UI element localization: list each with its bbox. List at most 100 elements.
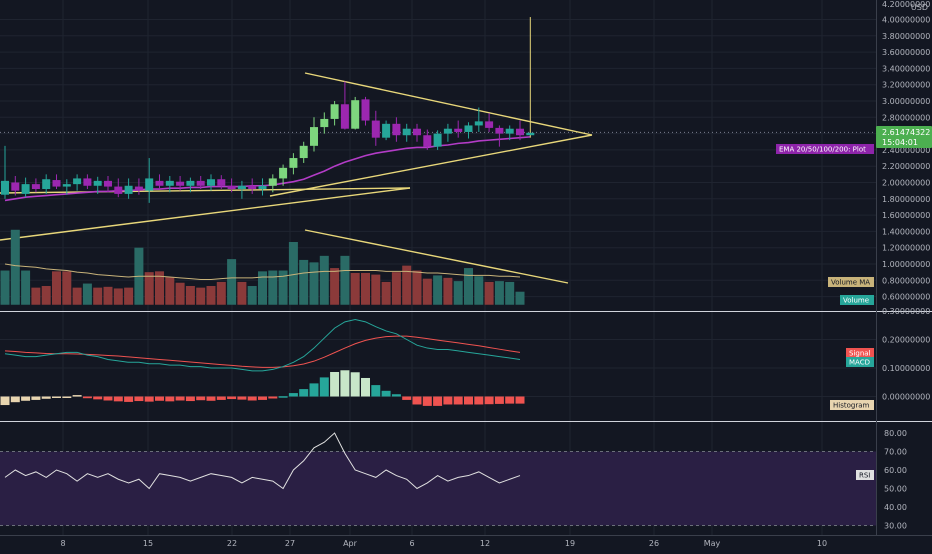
candle-body: [516, 128, 524, 136]
macd-tick: 0.10000000: [882, 364, 930, 373]
time-tick: 10: [817, 539, 827, 548]
ema-line: [4, 136, 531, 202]
macd-badge: MACD: [849, 359, 870, 367]
last-price-badge: [876, 126, 932, 148]
histogram-bar: [185, 396, 195, 402]
volume-bar: [124, 287, 134, 305]
volume-bar: [93, 287, 103, 305]
rsi-band: [0, 451, 876, 526]
histogram-bar: [474, 396, 484, 405]
price-tick: 3.40000000: [882, 64, 930, 73]
candle-body: [413, 128, 421, 136]
volume-bar: [41, 286, 51, 305]
histogram-bar: [433, 396, 443, 406]
histogram-bar: [134, 396, 144, 402]
volume-bar: [237, 281, 247, 305]
volume-bar: [361, 272, 370, 305]
time-axis[interactable]: 8 15 22 27 Apr 6 12 19 26 May 10: [60, 539, 827, 548]
candle-body: [42, 179, 51, 190]
volume-bar: [371, 274, 381, 305]
histogram-bar: [82, 396, 92, 399]
volume-bar: [278, 270, 288, 305]
price-tick: 1.00000000: [882, 260, 930, 269]
volume-bar: [175, 282, 185, 305]
histogram-bar: [52, 396, 61, 398]
trend-line: [0, 187, 411, 241]
histogram-bar: [93, 396, 103, 400]
volume-bar: [10, 229, 20, 305]
volume-bar: [196, 287, 206, 305]
candle-body: [330, 104, 339, 119]
price-tick: 3.60000000: [882, 48, 930, 57]
histogram-bar: [144, 396, 154, 402]
volume-bar: [350, 272, 360, 305]
price-tick: 2.40000000: [882, 146, 930, 155]
histogram-bar: [216, 396, 226, 400]
price-tick: 2.80000000: [882, 113, 930, 122]
price-tick: 3.80000000: [882, 32, 930, 41]
volume-bar: [31, 287, 41, 305]
volume-bar: [113, 288, 123, 305]
rsi-badge-bg: [856, 470, 874, 480]
candle-body: [299, 145, 308, 159]
price-tick: 1.40000000: [882, 227, 930, 236]
candle-body: [402, 128, 411, 136]
histogram-bar: [21, 396, 31, 401]
candle-body: [165, 180, 174, 186]
histogram-bar: [464, 396, 473, 405]
volume-bar: [319, 255, 329, 305]
signal-badge: Signal: [849, 350, 871, 358]
candles: [1, 17, 535, 203]
volume-bar: [72, 287, 82, 305]
volume-bar: [391, 272, 401, 305]
candle-body: [21, 184, 30, 194]
volume-badge-bg: [840, 295, 874, 305]
volume-bar: [258, 271, 267, 305]
rsi-tick: 80.00: [884, 429, 907, 438]
candle-body: [83, 178, 92, 186]
volume-bar: [443, 277, 453, 305]
macd-panel: [0, 319, 525, 406]
candle-body: [227, 185, 236, 190]
volume-bar: [185, 286, 195, 305]
volume-bar: [227, 259, 237, 305]
price-tick: 3.00000000: [882, 97, 930, 106]
volume-bar: [412, 270, 422, 305]
price-tick: 0.60000000: [882, 293, 930, 302]
candle-body: [392, 123, 401, 136]
candle-body: [62, 184, 71, 187]
candle-body: [289, 158, 298, 168]
histogram-bar: [515, 396, 525, 404]
price-tick: 3.20000000: [882, 81, 930, 90]
price-tick: 4.00000000: [882, 16, 930, 25]
countdown-value: 15:04:01: [882, 138, 918, 147]
candle-body: [279, 167, 288, 179]
candle-body: [145, 178, 154, 191]
rsi-badge: RSI: [859, 472, 870, 480]
volume-ma-badge: Volume MA: [831, 279, 870, 287]
histogram-bar: [10, 396, 20, 403]
price-tick: 2.00000000: [882, 179, 930, 188]
histogram-bar: [288, 393, 298, 397]
candle-body: [237, 185, 246, 190]
candle-body: [114, 186, 123, 194]
volume-bar: [381, 281, 391, 305]
volume-bar: [402, 265, 412, 305]
histogram-bar: [340, 370, 350, 397]
histogram-bar: [484, 396, 494, 405]
candle-body: [155, 180, 164, 186]
volume-bar: [247, 286, 257, 305]
volume-bar: [144, 272, 154, 305]
volume-bar: [62, 271, 72, 305]
time-tick: 6: [409, 539, 414, 548]
histogram-bar: [258, 396, 267, 400]
histogram-bar: [165, 396, 175, 402]
volume-bar: [340, 255, 350, 305]
volume-badge: Volume: [843, 297, 869, 305]
ema-badge-bg: [776, 144, 874, 154]
candle-body: [310, 127, 318, 146]
volume-bar: [464, 268, 473, 305]
